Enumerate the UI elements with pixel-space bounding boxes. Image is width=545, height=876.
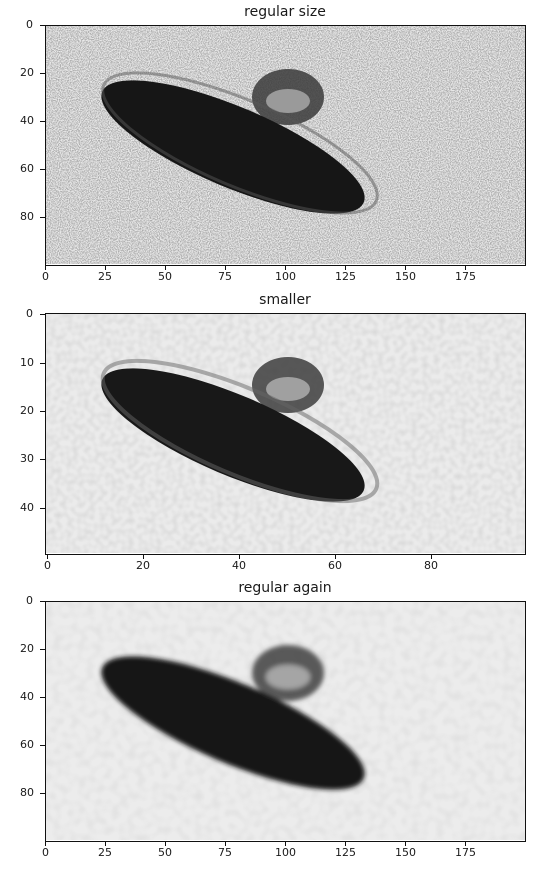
x-tick-label: 25 bbox=[98, 846, 112, 859]
panel-title: smaller bbox=[259, 292, 311, 308]
image-plot bbox=[45, 25, 525, 264]
x-tick-label: 0 bbox=[42, 270, 49, 283]
y-tick-label: 40 bbox=[20, 690, 34, 703]
y-tick-label: 60 bbox=[20, 162, 34, 175]
panel-title: regular again bbox=[238, 580, 332, 596]
ufo-photo bbox=[45, 313, 525, 553]
x-tick-label: 150 bbox=[395, 846, 416, 859]
y-tick-label: 80 bbox=[20, 210, 34, 223]
panel-title: regular size bbox=[244, 4, 326, 20]
x-tick-label: 125 bbox=[335, 270, 356, 283]
y-tick-label: 10 bbox=[20, 356, 34, 369]
x-tick-label: 50 bbox=[158, 846, 172, 859]
y-tick-label: 40 bbox=[20, 114, 34, 127]
ufo-photo bbox=[45, 601, 525, 840]
x-tick-label: 100 bbox=[275, 270, 296, 283]
x-tick-label: 125 bbox=[335, 846, 356, 859]
x-tick-label: 175 bbox=[455, 270, 476, 283]
y-tick-label: 80 bbox=[20, 786, 34, 799]
x-tick-label: 80 bbox=[424, 559, 438, 572]
x-tick-label: 60 bbox=[328, 559, 342, 572]
image-plot bbox=[45, 313, 525, 553]
x-tick-label: 175 bbox=[455, 846, 476, 859]
y-tick-label: 0 bbox=[26, 18, 33, 31]
y-tick-label: 0 bbox=[26, 307, 33, 320]
x-tick-label: 0 bbox=[42, 846, 49, 859]
y-tick-label: 30 bbox=[20, 452, 34, 465]
x-tick-label: 75 bbox=[218, 270, 232, 283]
y-tick-label: 20 bbox=[20, 66, 34, 79]
image-plot bbox=[45, 601, 525, 840]
x-tick-label: 150 bbox=[395, 270, 416, 283]
panel-regular-again: regular again 0 20 40 60 80 bbox=[0, 580, 545, 876]
y-tick-label: 0 bbox=[26, 594, 33, 607]
x-tick-label: 25 bbox=[98, 270, 112, 283]
y-tick-label: 20 bbox=[20, 404, 34, 417]
x-tick-label: 20 bbox=[136, 559, 150, 572]
y-tick-label: 40 bbox=[20, 501, 34, 514]
y-tick-label: 20 bbox=[20, 642, 34, 655]
x-tick-label: 40 bbox=[232, 559, 246, 572]
ufo-photo bbox=[45, 25, 525, 264]
panel-regular-size: regular size 0 20 40 60 80 0 25 50 bbox=[0, 0, 545, 290]
x-tick-label: 75 bbox=[218, 846, 232, 859]
x-tick-label: 100 bbox=[275, 846, 296, 859]
x-tick-label: 50 bbox=[158, 270, 172, 283]
y-tick-label: 60 bbox=[20, 738, 34, 751]
panel-smaller: smaller 0 10 20 30 40 0 20 40 60 bbox=[0, 290, 545, 580]
x-tick-label: 0 bbox=[44, 559, 51, 572]
